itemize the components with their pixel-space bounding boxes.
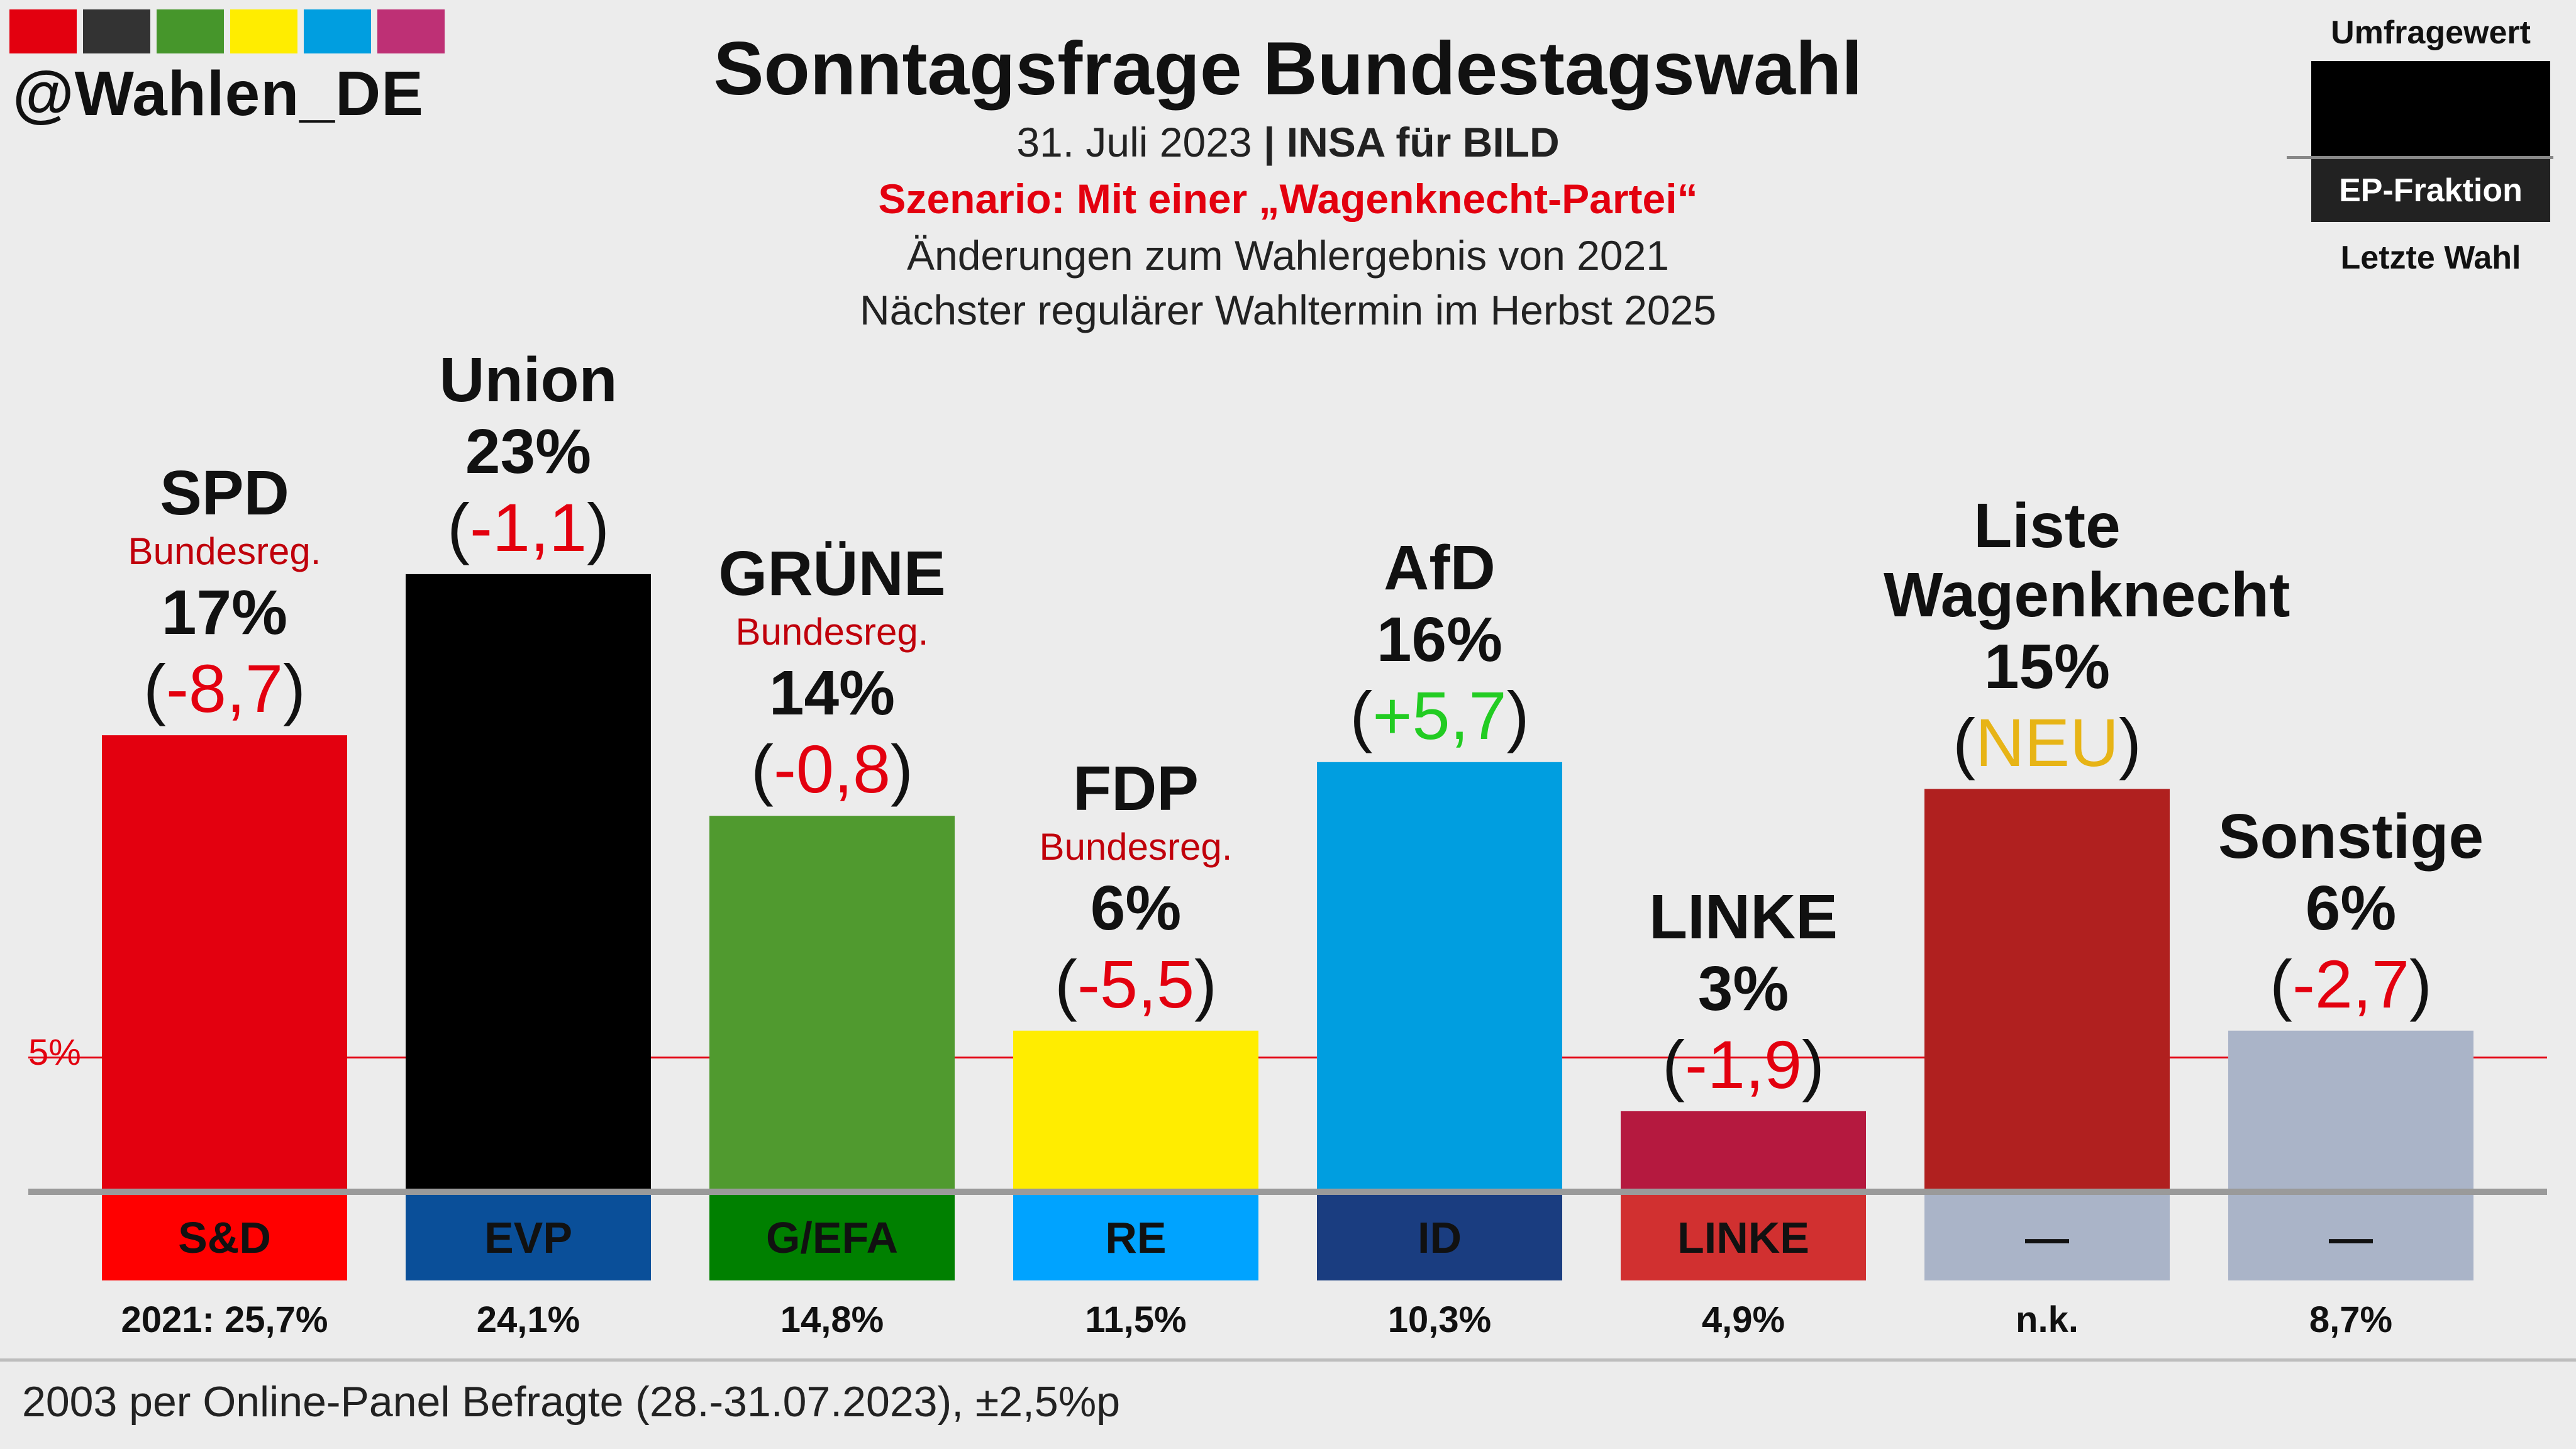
- bar-label-group: Liste Wagenknecht 15% (NEU): [1884, 490, 2290, 782]
- last-election-label: 11,5%: [1085, 1299, 1187, 1340]
- logo-color-block: [304, 9, 371, 53]
- poll-date: 31. Juli 2023: [1016, 119, 1252, 165]
- legend-last-election-label: Letzte Wahl: [2340, 240, 2521, 276]
- party-name: GRÜNE: [718, 538, 946, 609]
- change-label: (-0,8): [750, 731, 914, 808]
- value-label: 17%: [161, 577, 288, 648]
- government-note: Bundesreg.: [735, 611, 929, 653]
- ep-fraction-label: ID: [1317, 1195, 1562, 1280]
- ep-fraction-label: S&D: [102, 1195, 347, 1280]
- bar-3: [1013, 1030, 1258, 1192]
- bar-label-group: LINKE 3% (-1,9): [1580, 882, 1907, 1104]
- logo-color-block: [83, 9, 150, 53]
- bar-6: [1924, 789, 2170, 1192]
- change-label: (-8,7): [143, 650, 306, 727]
- logo-color-block: [9, 9, 77, 53]
- last-election-label: 8,7%: [2309, 1299, 2393, 1340]
- last-election-label: 2021: 25,7%: [121, 1299, 328, 1340]
- bar-4: [1317, 762, 1562, 1192]
- logo-color-block: [230, 9, 297, 53]
- ep-fraction-label: RE: [1013, 1195, 1258, 1280]
- last-election-label: 24,1%: [476, 1299, 580, 1340]
- bar-label-group: GRÜNE Bundesreg. 14% (-0,8): [669, 539, 996, 808]
- party-name: Liste Wagenknecht: [1884, 490, 2290, 630]
- legend-divider: [2287, 156, 2553, 159]
- footer-divider: [0, 1358, 2576, 1362]
- value-label: 15%: [1984, 631, 2111, 702]
- bar-7: [2228, 1030, 2473, 1192]
- ep-fraction-label: —: [1924, 1195, 2170, 1280]
- change-label: (+5,7): [1350, 677, 1530, 753]
- next-election-note: Nächster regulärer Wahltermin im Herbst …: [859, 287, 1717, 333]
- twitter-handle: @Wahlen_DE: [13, 58, 424, 129]
- change-label: (NEU): [1953, 704, 2141, 780]
- party-name: Union: [439, 344, 618, 415]
- party-name: SPD: [160, 458, 289, 529]
- separator: |: [1263, 119, 1275, 165]
- change-label: (-5,5): [1054, 945, 1218, 1022]
- change-label: (-2,7): [2269, 945, 2433, 1022]
- poll-institute: INSA für BILD: [1286, 119, 1560, 165]
- government-note: Bundesreg.: [1039, 825, 1233, 868]
- last-election-label: 4,9%: [1701, 1299, 1785, 1340]
- bar-label-group: Union 23% (-1,1): [365, 345, 692, 567]
- ep-fraction-label: EVP: [406, 1195, 651, 1280]
- value-label: 14%: [769, 658, 896, 729]
- bar-label-group: Sonstige 6% (-2,7): [2187, 802, 2514, 1023]
- party-name: AfD: [1384, 532, 1496, 603]
- changes-note: Änderungen zum Wahlergebnis von 2021: [906, 232, 1669, 279]
- last-election-label: 14,8%: [780, 1299, 884, 1340]
- legend-poll-value-label: Umfragewert: [2331, 14, 2531, 51]
- value-label: 6%: [1090, 872, 1182, 943]
- party-name: Sonstige: [2218, 801, 2484, 872]
- scenario-note: Szenario: Mit einer „Wagenknecht-Partei“: [878, 175, 1698, 222]
- bar-label-group: FDP Bundesreg. 6% (-5,5): [972, 754, 1299, 1023]
- last-election-label: n.k.: [2016, 1299, 2079, 1340]
- change-label: (-1,1): [447, 489, 610, 565]
- government-note: Bundesreg.: [128, 530, 321, 573]
- ep-fraction-label: LINKE: [1621, 1195, 1866, 1280]
- last-election-label: 10,3%: [1387, 1299, 1492, 1340]
- value-label: 23%: [465, 416, 592, 487]
- value-label: 16%: [1376, 604, 1503, 675]
- value-label: 6%: [2305, 872, 2397, 943]
- footer-note: 2003 per Online-Panel Befragte (28.-31.0…: [22, 1378, 1121, 1426]
- bar-2: [709, 816, 955, 1192]
- party-name: LINKE: [1649, 881, 1838, 952]
- bar-5: [1621, 1111, 1866, 1192]
- ep-fraction-label: G/EFA: [709, 1195, 955, 1280]
- threshold-label: 5%: [28, 1032, 81, 1073]
- subtitle: 31. Juli 2023 | INSA für BILD: [0, 118, 2576, 166]
- party-name: FDP: [1073, 753, 1199, 824]
- bar-label-group: SPD Bundesreg. 17% (-8,7): [61, 458, 388, 728]
- logo-color-block: [377, 9, 445, 53]
- bar-0: [102, 735, 347, 1192]
- legend-ep-fraction-label: EP-Fraktion: [2311, 159, 2550, 222]
- ep-fraction-label: —: [2228, 1195, 2473, 1280]
- page-title: Sonntagsfrage Bundestagswahl: [713, 26, 1863, 111]
- logo-color-strip: [9, 9, 445, 53]
- change-label: (-1,9): [1662, 1026, 1825, 1102]
- value-label: 3%: [1697, 953, 1789, 1024]
- logo-color-block: [157, 9, 224, 53]
- bar-label-group: AfD 16% (+5,7): [1276, 533, 1603, 755]
- bar-1: [406, 574, 651, 1192]
